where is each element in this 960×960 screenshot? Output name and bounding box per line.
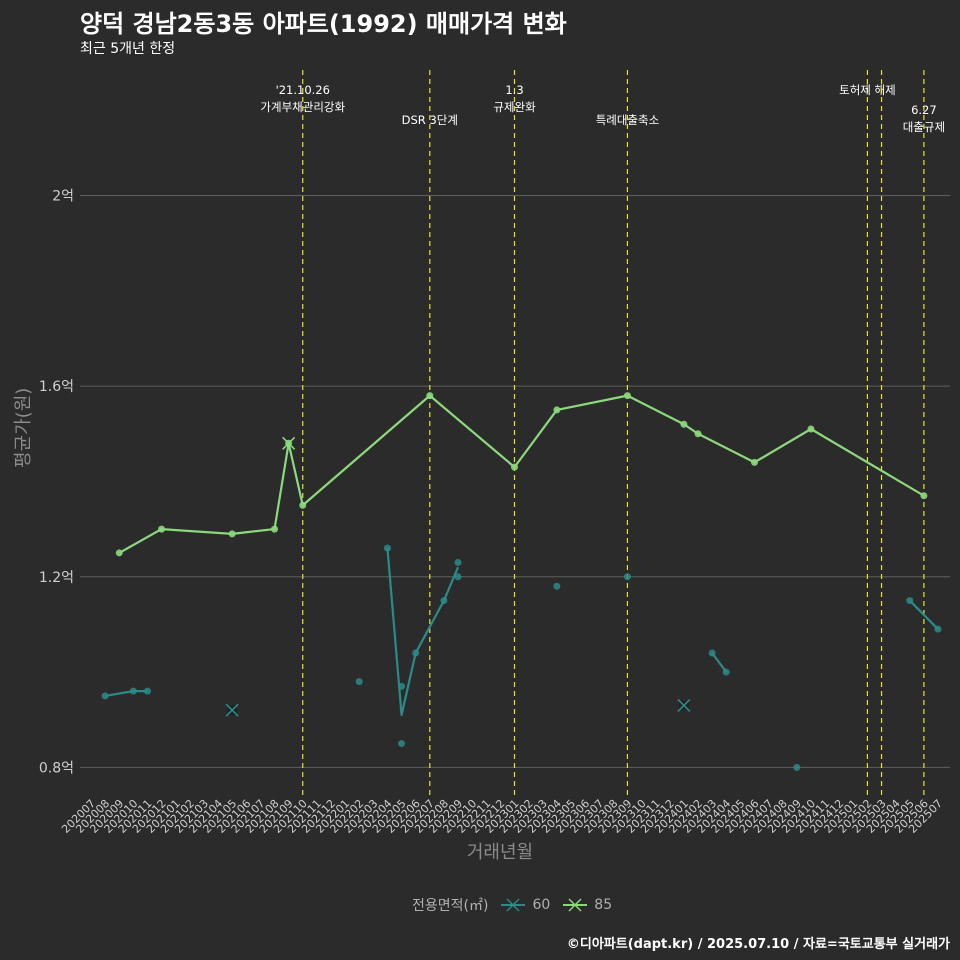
series-60-cross: [225, 703, 239, 717]
series-85-point: [680, 420, 688, 428]
event-label: 6.27: [911, 103, 937, 117]
series-85-cross: [282, 436, 296, 450]
series-60-point: [355, 678, 363, 686]
event-label: 가계부채관리강화: [260, 100, 345, 114]
series-60-point: [553, 582, 561, 590]
series-85-point: [694, 430, 702, 438]
event-label: 대출규제: [903, 120, 945, 134]
series-85-point: [553, 406, 561, 414]
series-85-point: [920, 492, 928, 500]
y-tick-label: 2억: [52, 188, 74, 204]
series-60-point: [793, 763, 801, 771]
legend-swatch-60: [501, 898, 526, 912]
series-60-point: [708, 649, 716, 657]
legend-label-85: 85: [594, 897, 613, 913]
series-85-point: [511, 463, 518, 471]
series-60-line: [386, 548, 460, 717]
legend-item-60: 60: [500, 897, 550, 913]
series-85-point: [750, 458, 758, 466]
series-60-point: [383, 544, 391, 552]
event-label: 규제완화: [493, 100, 536, 114]
legend-label-60: 60: [532, 897, 551, 913]
series-60-point: [101, 692, 109, 700]
series-85-point: [299, 501, 307, 509]
series-85-point: [271, 525, 279, 533]
y-tick-label: 1.2억: [39, 570, 74, 586]
y-axis-title: 평균가(원): [13, 387, 34, 468]
series-60-point: [412, 649, 420, 657]
event-label: '21.10.26: [276, 83, 330, 97]
series-60-point: [454, 558, 462, 566]
series-60-cross-b: [677, 698, 691, 713]
x-axis-title: 거래년월: [466, 842, 534, 863]
event-label: 특례대출축소: [596, 113, 659, 127]
series-60-point: [129, 687, 137, 695]
series-85-point: [228, 530, 236, 538]
series-60-cross: [677, 698, 691, 713]
chart-title: 양덕 경남2동3동 아파트(1992) 매매가격 변화: [80, 10, 567, 38]
source-caption: ©디아파트(dapt.kr) / 2025.07.10 / 자료=국토교통부 실…: [566, 937, 950, 952]
series-60-point: [906, 597, 914, 605]
series-85-line: [118, 394, 925, 554]
series-60-point: [440, 597, 448, 605]
series-85-point: [158, 525, 166, 533]
legend-item-85: 85: [562, 897, 612, 913]
series-60-point: [934, 625, 942, 633]
legend-swatch-85: [563, 898, 588, 912]
series-60-point: [623, 573, 631, 581]
series-60-line: [908, 599, 939, 630]
series-60-point: [143, 687, 151, 695]
series-85-point: [115, 549, 123, 557]
legend-title: 전용면적(㎡): [412, 898, 489, 914]
series-85-cross-b: [282, 436, 296, 450]
series-60-line: [104, 690, 148, 697]
series-85-point: [623, 392, 631, 400]
series-85-point: [807, 425, 815, 433]
series-60-cross-b: [225, 703, 239, 717]
event-label: 토허제 해제: [839, 83, 896, 97]
event-label: 1.3: [505, 83, 523, 97]
legend: 전용면적(㎡) 60 85: [412, 895, 612, 915]
series-60-point: [454, 573, 462, 581]
series-60-point: [722, 668, 730, 676]
event-label: DSR 3단계: [402, 113, 458, 127]
y-tick-label: 0.8억: [39, 760, 74, 776]
y-tick-label: 1.6억: [39, 379, 74, 395]
series-85-point: [426, 392, 434, 400]
series-60-point: [398, 740, 406, 748]
series-60-line: [711, 652, 728, 673]
series-60-point: [398, 682, 406, 690]
chart-subtitle: 최근 5개년 한정: [80, 41, 176, 57]
